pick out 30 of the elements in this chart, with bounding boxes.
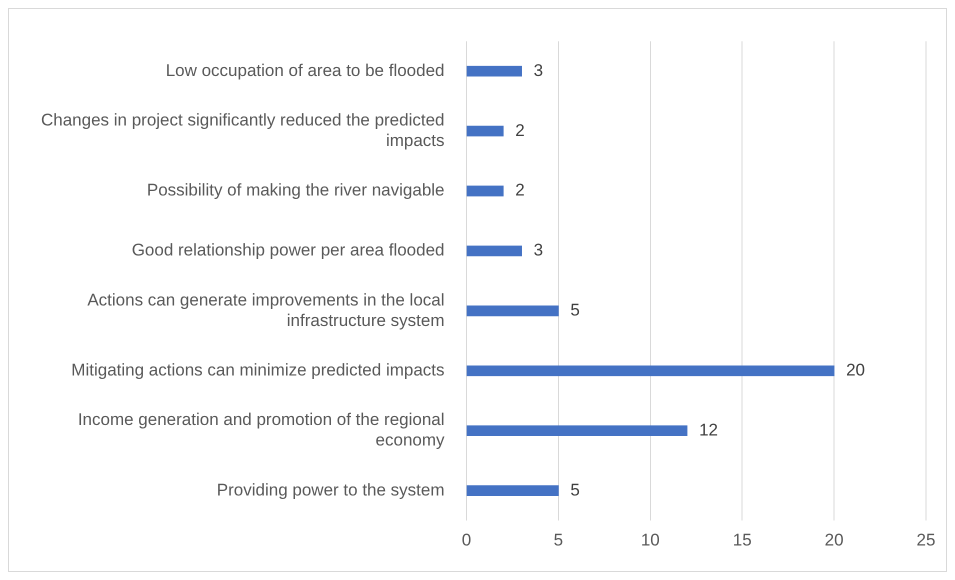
data-label: 20 bbox=[846, 360, 866, 380]
bar bbox=[466, 246, 522, 256]
data-label: 2 bbox=[515, 180, 525, 200]
y-tick-label: Mitigating actions can minimize predicted impacts bbox=[71, 360, 445, 380]
bar bbox=[466, 306, 559, 316]
data-label: 5 bbox=[570, 300, 580, 320]
data-label: 3 bbox=[534, 240, 544, 260]
data-label: 5 bbox=[570, 480, 580, 500]
x-tick-label: 15 bbox=[732, 530, 752, 550]
data-label: 2 bbox=[515, 120, 525, 140]
x-tick-label: 25 bbox=[916, 530, 936, 550]
x-tick-label: 10 bbox=[640, 530, 660, 550]
y-tick-label: Low occupation of area to be flooded bbox=[166, 60, 445, 80]
y-tick-label: Good relationship power per area flooded bbox=[132, 240, 445, 260]
y-tick-label: Providing power to the system bbox=[216, 480, 445, 500]
bar bbox=[466, 126, 504, 136]
y-tick-label: Changes in project significantly reduced the predicted impacts bbox=[40, 110, 445, 150]
x-tick-label: 5 bbox=[554, 530, 564, 550]
x-tick-label: 20 bbox=[824, 530, 844, 550]
bar bbox=[466, 66, 522, 76]
data-label: 3 bbox=[534, 60, 544, 80]
bar bbox=[466, 485, 559, 496]
y-tick-label: Income generation and promotion of the regional economy bbox=[78, 410, 446, 450]
data-label: 12 bbox=[699, 420, 718, 440]
bar bbox=[466, 186, 504, 196]
bar bbox=[466, 425, 688, 436]
y-tick-label: Actions can generate improvements in the local infrastructure system bbox=[87, 290, 445, 330]
bar bbox=[466, 365, 834, 376]
y-tick-label: Possibility of making the river navigable bbox=[146, 180, 445, 200]
x-tick-label: 0 bbox=[462, 530, 472, 550]
